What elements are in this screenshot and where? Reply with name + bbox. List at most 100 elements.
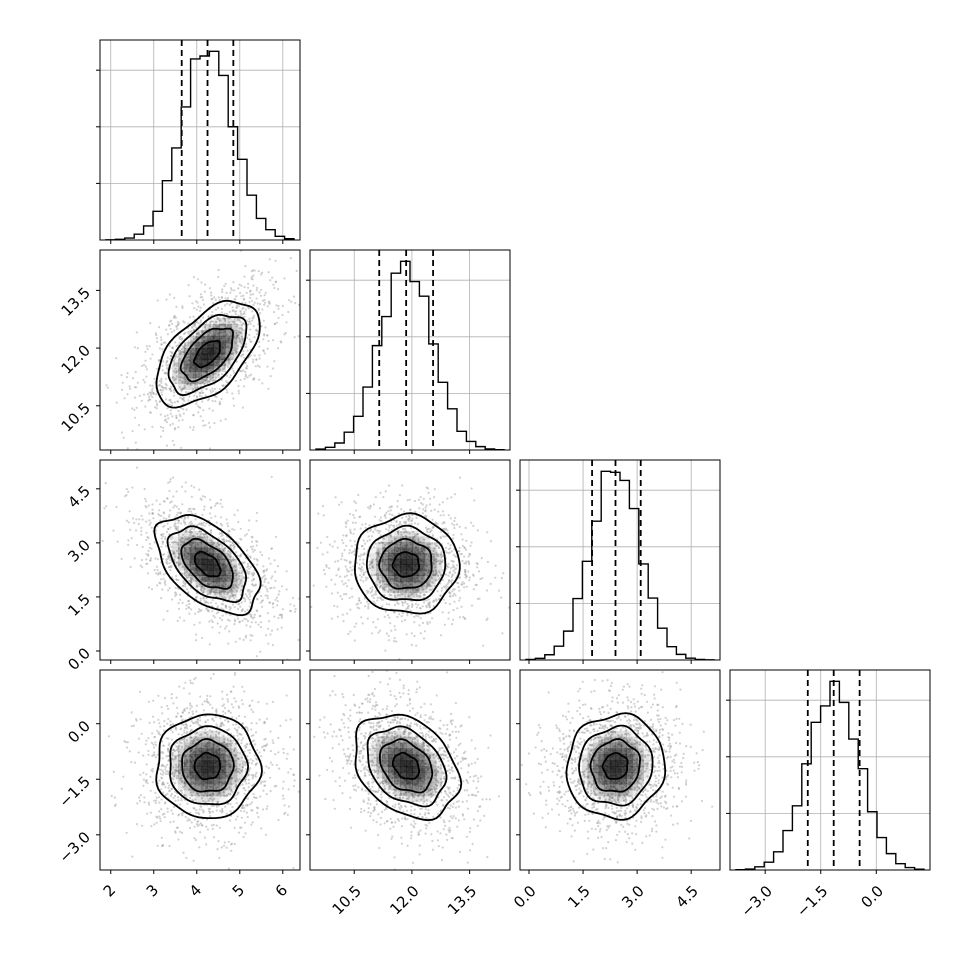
sample-point: [269, 562, 272, 565]
density-cell: [412, 542, 419, 548]
density-cell: [178, 377, 185, 385]
sample-point: [210, 320, 213, 323]
sample-point: [212, 373, 215, 376]
density-cell: [195, 570, 202, 576]
sample-point: [202, 591, 205, 595]
sample-point: [252, 303, 255, 306]
density-cell: [231, 335, 238, 343]
sample-point: [400, 542, 403, 545]
sample-point: [369, 591, 372, 594]
density-cell: [201, 324, 208, 331]
sample-point: [177, 556, 180, 559]
sample-point: [251, 617, 254, 620]
sample-point: [187, 284, 190, 287]
sample-point: [285, 588, 288, 591]
sample-point: [199, 319, 202, 322]
sample-point: [210, 313, 213, 316]
sample-point: [254, 762, 257, 766]
density-cell: [183, 570, 191, 576]
density-cell: [201, 365, 208, 373]
sample-point: [336, 546, 339, 549]
sample-point: [265, 569, 268, 572]
sample-point: [424, 514, 427, 518]
sample-point: [233, 597, 236, 600]
sample-point: [383, 514, 386, 518]
sample-point: [195, 326, 198, 329]
sample-point: [355, 603, 358, 606]
sample-point: [189, 811, 192, 814]
sample-point: [162, 360, 165, 363]
density-cell: [201, 359, 208, 367]
sample-point: [436, 590, 439, 593]
density-cell: [225, 329, 232, 337]
sample-point: [458, 589, 461, 592]
sample-point: [341, 580, 344, 583]
sample-point: [371, 586, 374, 589]
sample-point: [172, 506, 175, 509]
sample-point: [173, 504, 176, 507]
sample-point: [390, 629, 393, 632]
sample-point: [190, 383, 193, 386]
sample-point: [413, 615, 416, 619]
sample-point: [214, 584, 217, 587]
sample-point: [239, 809, 242, 812]
sample-point: [197, 333, 200, 336]
sample-point: [239, 321, 242, 324]
sample-point: [377, 553, 380, 556]
sample-point: [208, 524, 211, 527]
sample-point: [187, 359, 190, 362]
sample-point: [180, 446, 183, 449]
sample-point: [435, 560, 438, 563]
sample-point: [192, 751, 195, 754]
sample-point: [438, 598, 441, 601]
sample-point: [233, 623, 236, 626]
sample-point: [258, 378, 261, 381]
sample-point: [242, 322, 245, 325]
sample-point: [453, 565, 456, 569]
sample-point: [434, 578, 437, 582]
sample-point: [255, 758, 258, 761]
density-cell: [394, 530, 401, 537]
sample-point: [250, 621, 253, 624]
sample-point: [237, 305, 240, 308]
sample-point: [184, 530, 187, 534]
sample-point: [357, 599, 361, 602]
sample-point: [250, 774, 253, 777]
sample-point: [166, 557, 169, 561]
sample-point: [436, 522, 439, 525]
sample-point: [428, 605, 431, 608]
sample-point: [231, 558, 234, 561]
density-cell: [207, 335, 214, 343]
sample-point: [259, 795, 262, 798]
sample-point: [181, 503, 184, 506]
sample-point: [224, 781, 227, 784]
sample-point: [239, 580, 242, 583]
sample-point: [244, 598, 247, 601]
density-cell: [424, 570, 431, 576]
sample-point: [203, 508, 206, 511]
sample-point: [187, 552, 190, 555]
sample-point: [158, 810, 161, 813]
sample-point: [227, 358, 230, 361]
sample-point: [401, 600, 404, 604]
sample-point: [182, 553, 185, 556]
sample-point: [166, 562, 169, 565]
sample-point: [458, 576, 462, 579]
sample-point: [185, 360, 188, 363]
density-cell: [406, 592, 413, 599]
sample-point: [415, 516, 418, 520]
sample-point: [321, 553, 324, 556]
density-cell: [207, 586, 214, 593]
sample-point: [441, 578, 444, 582]
sample-point: [219, 331, 222, 334]
density-cell: [406, 553, 413, 560]
sample-point: [450, 496, 453, 499]
sample-point: [167, 417, 170, 420]
sample-point: [426, 581, 429, 584]
sample-point: [134, 370, 137, 374]
sample-point: [197, 405, 200, 408]
sample-point: [289, 257, 292, 260]
sample-point: [237, 287, 240, 290]
density-cell: [219, 553, 226, 560]
sample-point: [343, 558, 346, 562]
